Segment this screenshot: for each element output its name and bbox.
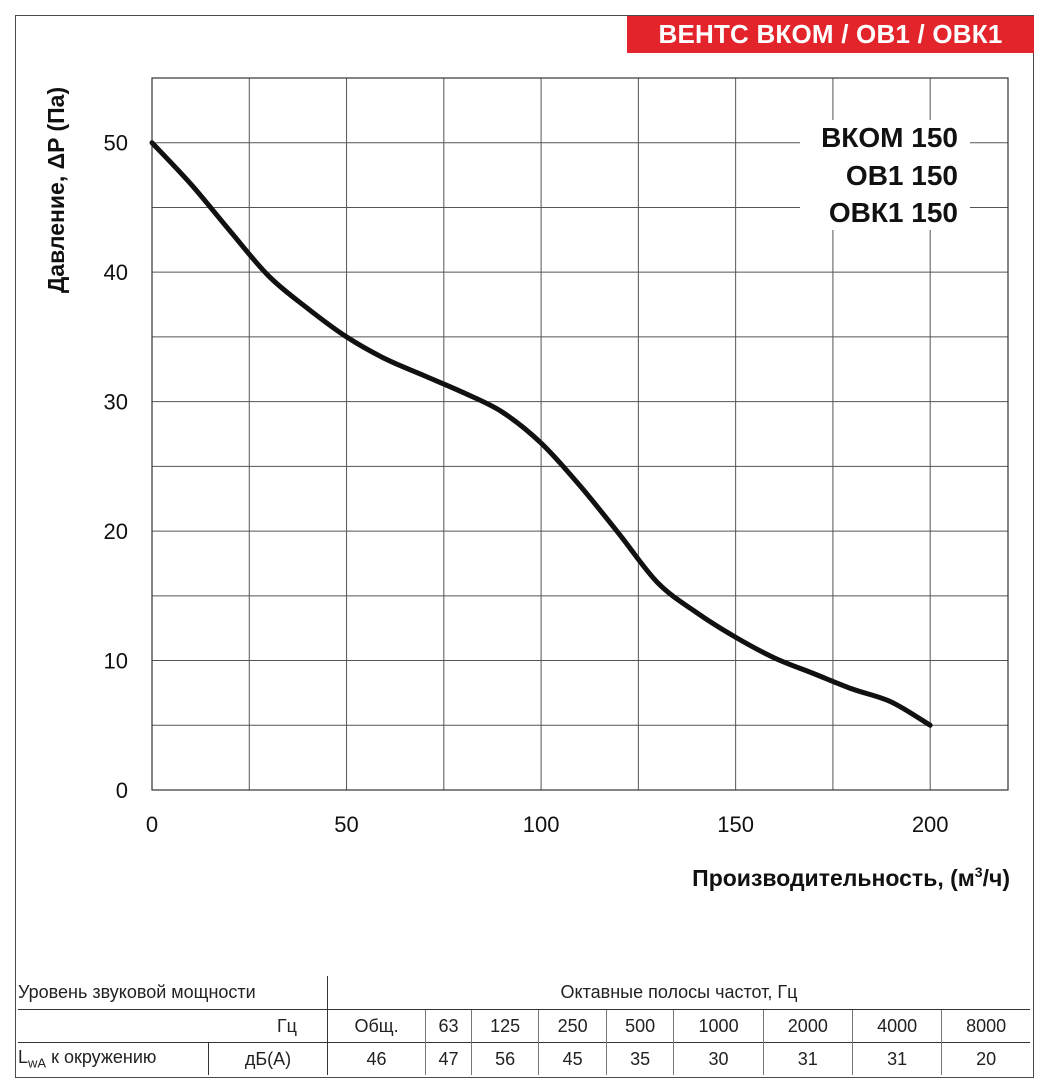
y-axis-label: Давление, ΔP (Па) bbox=[43, 87, 69, 293]
band-header: 2000 bbox=[762, 1009, 853, 1043]
sound-power-table: Уровень звуковой мощности Октавные полос… bbox=[18, 976, 1030, 1075]
band-header: 500 bbox=[605, 1009, 674, 1043]
pressure-curve bbox=[149, 140, 933, 728]
x-tick-label: 100 bbox=[523, 812, 560, 837]
pressure-chart: ВКОМ 150 ОВ1 150 ОВК1 150 0 50 100 150 200 0 1… bbox=[43, 77, 1010, 891]
model-label-vkom: ВКОМ 150 bbox=[821, 122, 958, 153]
x-tick-label: 0 bbox=[146, 812, 158, 837]
sound-value: 45 bbox=[538, 1042, 607, 1075]
band-header: 4000 bbox=[851, 1009, 942, 1043]
band-header: Общ. bbox=[326, 1009, 426, 1043]
product-title-banner: ВЕНТС ВКОМ / ОВ1 / ОВК1 bbox=[627, 16, 1034, 53]
chart-axes bbox=[151, 77, 1009, 791]
model-label-ov1: ОВ1 150 bbox=[846, 160, 958, 191]
y-tick-label: 40 bbox=[104, 260, 128, 285]
plot-border bbox=[151, 77, 1009, 791]
x-tick-label: 150 bbox=[717, 812, 754, 837]
sound-value: 31 bbox=[851, 1042, 942, 1075]
sound-value: 31 bbox=[762, 1042, 853, 1075]
sound-value: 20 bbox=[941, 1042, 1030, 1075]
sound-value: 46 bbox=[326, 1042, 426, 1075]
y-tick-label: 30 bbox=[104, 390, 128, 415]
row-unit: дБ(А) bbox=[208, 1042, 328, 1075]
band-header: 250 bbox=[538, 1009, 607, 1043]
row-label: LwA к окружению bbox=[18, 1042, 209, 1075]
y-tick-label: 20 bbox=[104, 519, 128, 544]
bands-title: Октавные полосы частот, Гц bbox=[327, 976, 1030, 1010]
page-frame bbox=[15, 15, 1034, 1078]
sound-value: 47 bbox=[425, 1042, 472, 1075]
y-tick-label: 0 bbox=[116, 778, 128, 803]
band-header: 63 bbox=[425, 1009, 472, 1043]
sound-value: 56 bbox=[470, 1042, 539, 1075]
model-labels-backdrop bbox=[800, 120, 970, 230]
x-tick-label: 50 bbox=[334, 812, 358, 837]
band-header: 8000 bbox=[941, 1009, 1030, 1043]
model-labels-background bbox=[800, 120, 970, 230]
y-tick-label: 10 bbox=[104, 649, 128, 674]
tick-labels: 0 50 100 150 200 0 10 20 30 40 50 bbox=[104, 131, 949, 837]
y-tick-label: 50 bbox=[104, 131, 128, 156]
model-label-ovk1: ОВК1 150 bbox=[829, 197, 958, 228]
unit-hz: Гц bbox=[18, 1009, 328, 1043]
band-header: 1000 bbox=[673, 1009, 764, 1043]
sound-title: Уровень звуковой мощности bbox=[18, 982, 256, 1002]
x-axis-label: Производительность, (м3/ч) bbox=[692, 864, 1010, 891]
band-header: 125 bbox=[470, 1009, 539, 1043]
chart-grid bbox=[151, 77, 1008, 791]
x-tick-label: 200 bbox=[912, 812, 949, 837]
sound-value: 35 bbox=[605, 1042, 674, 1075]
sound-value: 30 bbox=[673, 1042, 764, 1075]
